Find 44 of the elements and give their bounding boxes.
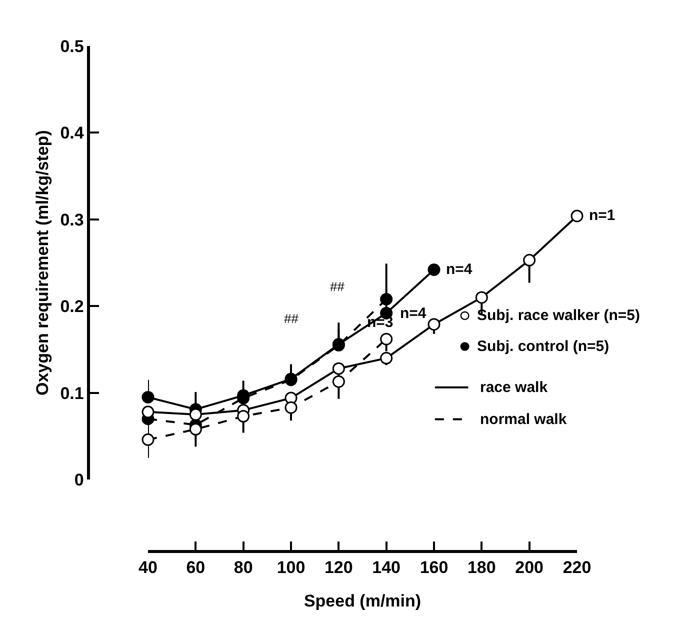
point [142, 433, 154, 446]
point [380, 332, 393, 346]
annotation: ## [330, 279, 346, 294]
y-tick-label: 0.2 [60, 297, 84, 316]
x-tick-label: 40 [138, 558, 158, 578]
x-tick-label: 140 [372, 558, 401, 578]
point [475, 291, 488, 304]
point [332, 362, 345, 375]
x-tick-label: 120 [324, 558, 353, 578]
point [570, 210, 584, 222]
point [189, 408, 202, 421]
point [284, 401, 298, 414]
y-tick-label: 0 [74, 470, 84, 490]
x-tick-label: 200 [515, 558, 544, 578]
point [332, 375, 345, 388]
x-tick-label: 80 [234, 558, 253, 578]
y-axis-title: Oxygen requirement (ml/kg/step) [32, 130, 52, 396]
point [428, 263, 440, 276]
x-tick-label: 100 [276, 558, 306, 578]
x-axis-title: Speed (m/min) [304, 592, 422, 611]
point [142, 406, 154, 418]
point [189, 423, 202, 436]
point [142, 390, 154, 404]
annotation: ## [284, 311, 300, 326]
point [523, 254, 536, 266]
point [428, 318, 440, 331]
annotation: Subj. control (n=5) [477, 338, 610, 355]
point [237, 410, 250, 423]
y-tick-label: 0.1 [60, 384, 84, 403]
y-tick-label: 0.5 [60, 36, 84, 56]
x-tick-label: 160 [420, 558, 448, 578]
point [380, 352, 393, 364]
annotation: Subj. race walker (n=5) [477, 307, 640, 324]
y-tick-label: 0.3 [60, 210, 84, 230]
annotation: race walk [480, 379, 548, 396]
annotation: n=4 [446, 261, 473, 278]
x-tick-label: 60 [186, 558, 206, 578]
x-tick-label: 220 [562, 558, 592, 578]
annotation: n=4 [400, 305, 427, 322]
y-tick-label: 0.4 [60, 124, 84, 143]
x-tick-label: 180 [467, 558, 496, 578]
annotation: n=1 [589, 207, 616, 224]
annotation: normal walk [480, 411, 568, 428]
point [380, 292, 393, 306]
